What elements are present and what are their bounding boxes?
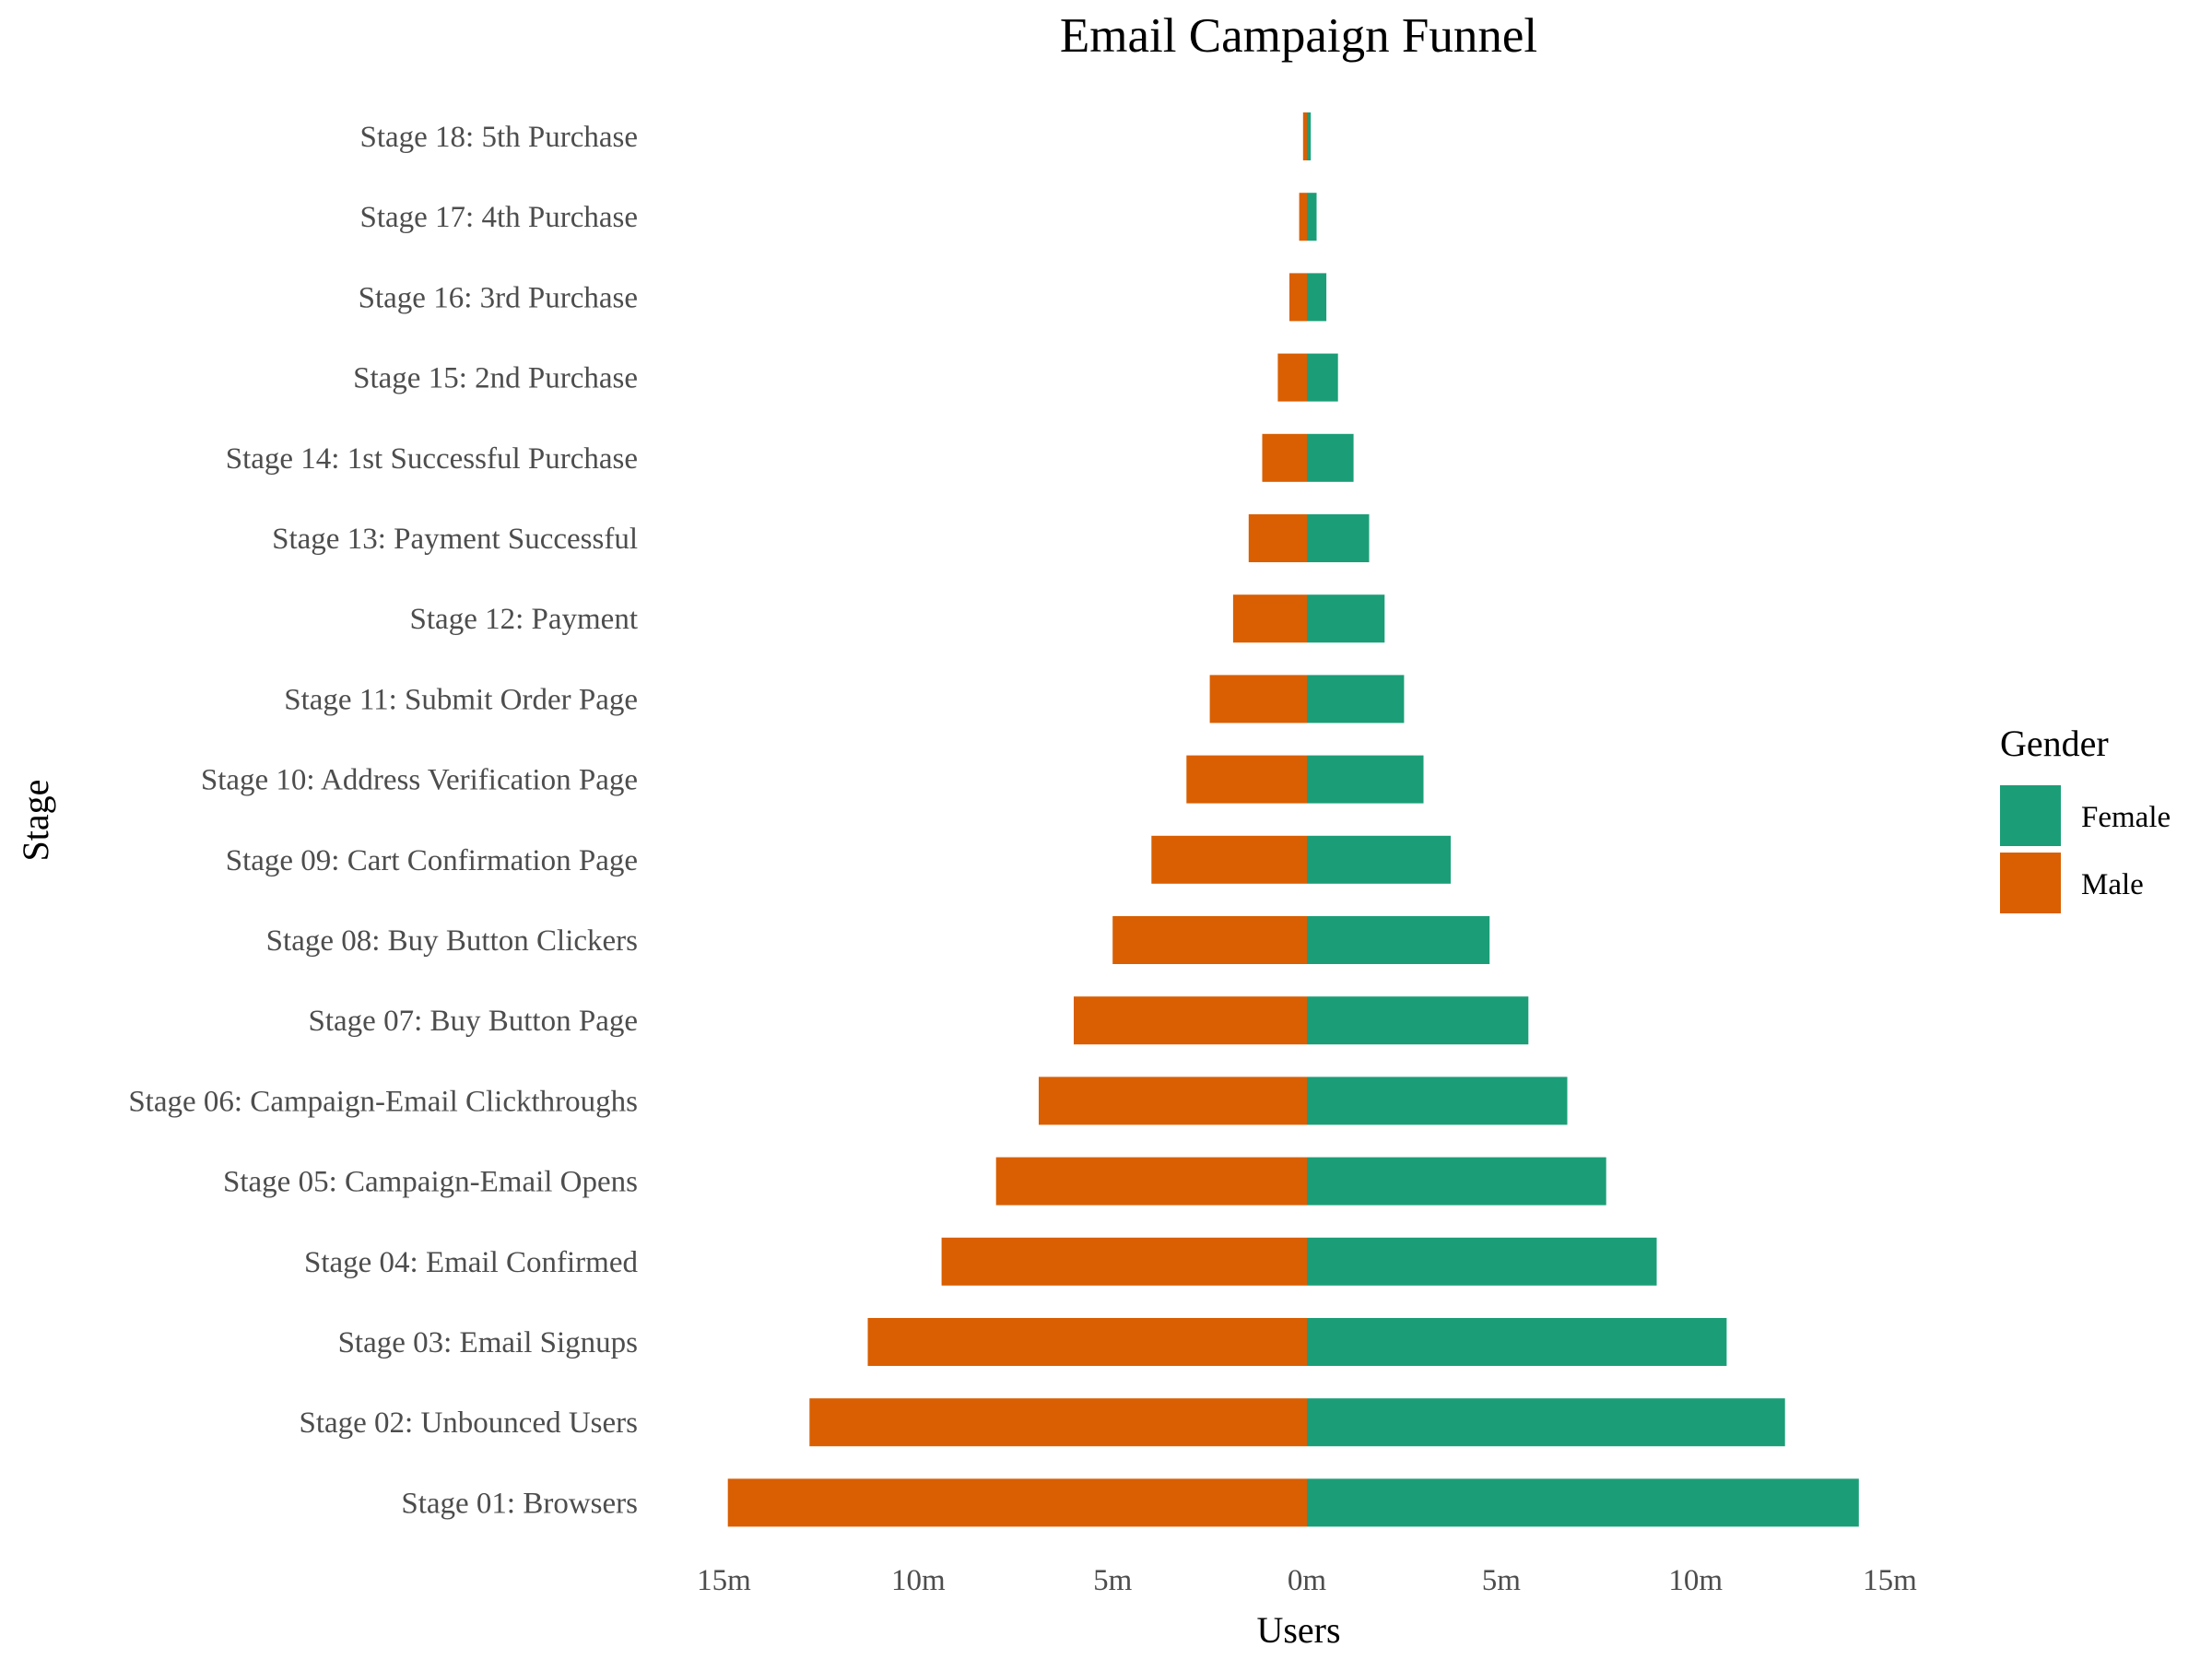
bar-female [1307,112,1312,160]
stage-label: Stage 08: Buy Button Clickers [266,924,638,958]
legend-title: Gender [2000,723,2109,764]
bar-female [1307,1398,1785,1447]
stage-label: Stage 11: Submit Order Page [284,683,638,716]
x-tick-label: 10m [891,1564,946,1597]
stage-label: Stage 04: Email Confirmed [304,1246,639,1279]
bar-male [1151,835,1307,884]
bar-male [1232,594,1307,643]
bar-female [1307,1237,1657,1286]
x-tick-label: 0m [1288,1564,1327,1597]
x-tick-label: 10m [1668,1564,1723,1597]
y-axis-title: Stage [15,780,56,862]
bar-female [1307,433,1354,482]
bar-female [1307,594,1385,643]
legend-key-male [2000,853,2061,913]
bar-female [1307,1478,1859,1527]
stage-label: Stage 03: Email Signups [338,1326,638,1359]
bar-female [1307,514,1370,562]
stage-label: Stage 07: Buy Button Page [309,1005,639,1038]
x-tick-label: 15m [697,1564,751,1597]
bar-female [1307,273,1327,322]
stage-label: Stage 12: Payment [410,603,638,636]
bar-female [1307,835,1451,884]
bar-female [1307,193,1317,241]
bar-male [1248,514,1308,562]
bar-female [1307,353,1338,402]
stage-label: Stage 05: Campaign-Email Opens [223,1166,638,1199]
bar-male [867,1318,1307,1366]
bar-female [1307,755,1424,804]
bar-male [1262,433,1307,482]
x-tick-label: 5m [1093,1564,1133,1597]
bar-male [941,1237,1307,1286]
bar-male [995,1157,1307,1206]
bar-male [1112,916,1307,964]
legend-key-female [2000,785,2061,846]
bar-male [809,1398,1307,1447]
bar-male [1186,755,1307,804]
bar-male [1289,273,1307,322]
legend-label-male: Male [2081,868,2144,901]
bar-female [1307,1318,1727,1366]
stage-label: Stage 06: Campaign-Email Clickthroughs [128,1085,638,1118]
bar-female [1307,675,1405,724]
bar-male [1074,996,1307,1045]
bar-female [1307,996,1529,1045]
bar-male [727,1478,1307,1527]
bar-male [1299,193,1307,241]
stage-label: Stage 14: 1st Successful Purchase [226,442,638,476]
bar-female [1307,1077,1568,1125]
stage-label: Stage 16: 3rd Purchase [359,281,638,314]
x-tick-label: 15m [1863,1564,1917,1597]
stage-tick-labels: Stage 01: Browsers Stage 02: Unbounced Us… [128,121,638,1520]
legend-label-female: Female [2081,801,2171,834]
legend: Gender Female Male [2000,723,2171,913]
stage-label: Stage 13: Payment Successful [272,523,638,556]
stage-label: Stage 15: 2nd Purchase [353,362,638,395]
stage-label: Stage 01: Browsers [401,1487,638,1520]
bar-male [1209,675,1307,724]
stage-label: Stage 09: Cart Confirmation Page [226,844,638,877]
x-axis-title: Users [1256,1609,1340,1651]
stage-label: Stage 02: Unbounced Users [299,1406,638,1440]
chart-title: Email Campaign Funnel [1060,9,1537,63]
stage-label: Stage 10: Address Verification Page [201,764,638,797]
bar-male [1039,1077,1307,1125]
bar-female [1307,1157,1606,1206]
x-tick-labels: 15m 10m 5m 0m 5m 10m 15m [697,1564,1917,1597]
bar-male [1277,353,1307,402]
x-tick-label: 5m [1482,1564,1522,1597]
stage-label: Stage 17: 4th Purchase [359,201,638,234]
stage-label: Stage 18: 5th Purchase [359,121,638,154]
bar-female [1307,916,1490,964]
bar-area [727,112,1859,1527]
bar-male [1302,112,1307,160]
